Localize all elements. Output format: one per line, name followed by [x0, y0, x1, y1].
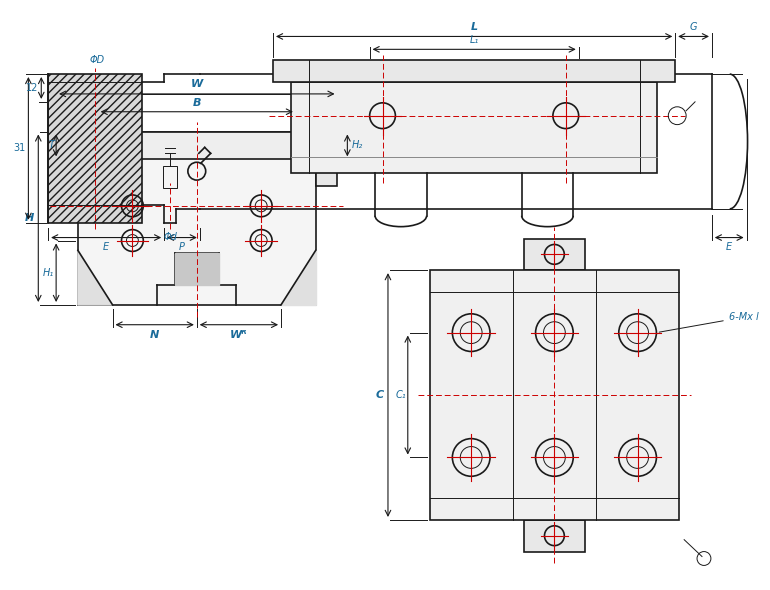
- Text: N: N: [150, 330, 159, 340]
- Polygon shape: [175, 253, 219, 285]
- Text: C: C: [376, 390, 384, 400]
- Bar: [163, 166, 177, 188]
- Text: L₁: L₁: [470, 35, 479, 45]
- Bar: [56, 146, 78, 186]
- Text: H₁: H₁: [43, 268, 54, 278]
- Bar: [78, 132, 316, 305]
- Text: 31: 31: [13, 143, 25, 153]
- Bar: [430, 270, 679, 520]
- Text: T: T: [49, 140, 54, 150]
- Text: G: G: [690, 21, 698, 31]
- Text: Φd: Φd: [163, 232, 177, 241]
- Text: E: E: [726, 242, 732, 253]
- Text: L: L: [470, 21, 477, 31]
- Bar: [291, 82, 658, 173]
- Text: 6-Mx l: 6-Mx l: [659, 312, 758, 332]
- Text: W: W: [191, 79, 203, 89]
- Text: H₂: H₂: [351, 140, 363, 150]
- Polygon shape: [78, 250, 112, 305]
- Text: P: P: [179, 242, 185, 253]
- Bar: [316, 146, 337, 186]
- Text: ΦD: ΦD: [89, 55, 105, 65]
- Bar: [524, 238, 585, 270]
- Polygon shape: [281, 250, 316, 305]
- Text: B: B: [192, 98, 201, 108]
- Text: C₁: C₁: [395, 390, 406, 400]
- Text: 12: 12: [26, 83, 38, 93]
- Bar: [98, 132, 296, 159]
- Text: E: E: [103, 242, 109, 253]
- Text: H: H: [25, 213, 35, 223]
- Bar: [524, 520, 585, 552]
- Bar: [273, 60, 675, 82]
- Text: Wᴿ: Wᴿ: [230, 330, 248, 340]
- Bar: [49, 74, 142, 222]
